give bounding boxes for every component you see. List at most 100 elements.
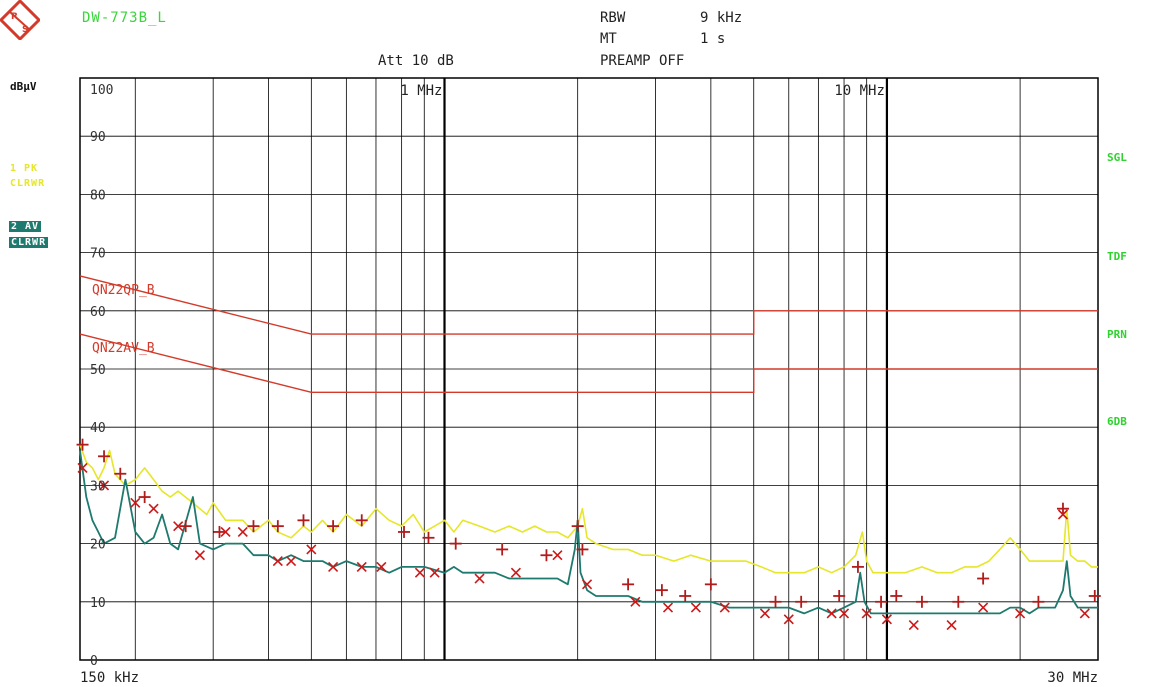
mt-label: MT: [600, 31, 617, 47]
qp-marker: [179, 520, 192, 533]
av-marker: [978, 602, 989, 613]
qp-marker: [422, 531, 435, 544]
av-marker: [826, 608, 837, 619]
av-marker: [429, 567, 440, 578]
av-marker-b: [148, 503, 159, 514]
qp-marker: [213, 525, 226, 538]
qp-marker: [247, 520, 260, 533]
av-marker-b: [328, 561, 339, 572]
svg-text:R: R: [11, 12, 18, 22]
av-marker: [414, 567, 426, 578]
av-marker-b: [429, 567, 440, 578]
qp-marker: [915, 595, 928, 608]
qp-marker: [576, 543, 589, 556]
av-marker: [328, 561, 339, 572]
av-marker-b: [414, 567, 426, 578]
mt-value: 1 s: [700, 31, 726, 47]
av-marker-b: [237, 526, 248, 538]
x-tick-label: 150 kHz: [80, 670, 139, 686]
y-tick-label: 30: [90, 479, 106, 494]
av-marker: [173, 521, 184, 532]
qp-marker: [138, 491, 151, 504]
qp-marker: [355, 514, 368, 527]
av-marker: [719, 602, 730, 613]
av-marker: [130, 497, 141, 508]
x-tick-label: 1 MHz: [400, 83, 442, 99]
av-marker-b: [220, 526, 231, 538]
av-marker-b: [1057, 509, 1069, 520]
av-marker-b: [838, 608, 850, 619]
qp-marker: [540, 549, 553, 562]
qp-marker: [890, 589, 903, 602]
qp-marker: [655, 584, 668, 597]
qp-marker: [795, 595, 808, 608]
y-tick-label: 100: [90, 83, 113, 98]
av-marker: [1079, 608, 1090, 619]
av-marker: [908, 620, 919, 631]
qp-marker: [76, 438, 89, 451]
av-marker-b: [1015, 608, 1026, 619]
qp-marker: [271, 520, 284, 533]
axis-labels: 0 10 20 30 40 50 60 70 80 90 100 150 kHz 30 MHz 1 MHz…: [80, 83, 1098, 686]
trace1-detector: 1 PK: [10, 163, 39, 174]
limit-line: [79, 333, 1098, 393]
av-marker: [783, 614, 794, 625]
av-marker: [148, 503, 159, 514]
av-marker-b: [861, 608, 872, 619]
tdf-indicator: TDF: [1107, 250, 1127, 263]
av-marker: [1057, 509, 1069, 520]
av-marker-b: [978, 602, 989, 613]
av-marker: [662, 602, 674, 613]
av-marker: [946, 620, 957, 631]
limit-line-label: QN22QP_B: [92, 283, 155, 298]
av-marker-b: [662, 602, 674, 613]
av-marker-b: [173, 521, 184, 532]
av-marker: [237, 526, 248, 538]
qp-marker: [496, 543, 509, 556]
rbw-label: RBW: [600, 10, 626, 26]
prn-indicator: PRN: [1107, 328, 1127, 341]
limit-lines: QN22QP_B QN22AV_B: [79, 275, 1098, 393]
av-marker: [474, 573, 485, 584]
av-marker-b: [552, 550, 563, 561]
av-marker-b: [946, 620, 957, 631]
qp-marker: [398, 525, 411, 538]
qp-marker: [851, 560, 864, 573]
av-marker: [98, 480, 110, 491]
sgl-indicator: SGL: [1107, 151, 1127, 164]
rohde-schwarz-logo: R S: [0, 0, 42, 42]
qp-marker: [704, 578, 717, 591]
av-marker: [272, 555, 283, 567]
av-marker-b: [376, 561, 387, 572]
av-marker-b: [272, 555, 283, 567]
qp-marker: [1032, 595, 1045, 608]
svg-text:S: S: [22, 25, 28, 35]
av-marker: [77, 462, 88, 474]
qp-marker: [1056, 502, 1069, 515]
y-tick-label: 70: [90, 247, 106, 262]
av-marker: [1015, 608, 1026, 619]
av-marker: [690, 602, 701, 613]
av-marker: [881, 614, 892, 625]
av-marker-b: [881, 614, 892, 625]
av-marker-b: [356, 561, 367, 572]
y-tick-label: 80: [90, 188, 106, 203]
qp-marker: [449, 537, 462, 550]
y-axis-unit: dBµV: [10, 80, 37, 93]
trace1-mode: CLRWR: [10, 178, 46, 189]
pk-trace: [79, 444, 1098, 574]
qp-marker: [622, 578, 635, 591]
y-tick-label: 50: [90, 363, 106, 378]
av-marker: [838, 608, 850, 619]
qp-marker: [114, 467, 127, 480]
y-tick-label: 20: [90, 538, 106, 553]
limit-line-label: QN22AV_B: [92, 341, 155, 356]
av-marker-b: [1079, 608, 1090, 619]
y-tick-label: 90: [90, 130, 106, 145]
6db-indicator: 6DB: [1107, 415, 1127, 428]
av-marker: [306, 544, 317, 555]
markers: [76, 438, 1101, 631]
av-marker: [581, 579, 593, 590]
qp-marker: [1088, 589, 1101, 602]
